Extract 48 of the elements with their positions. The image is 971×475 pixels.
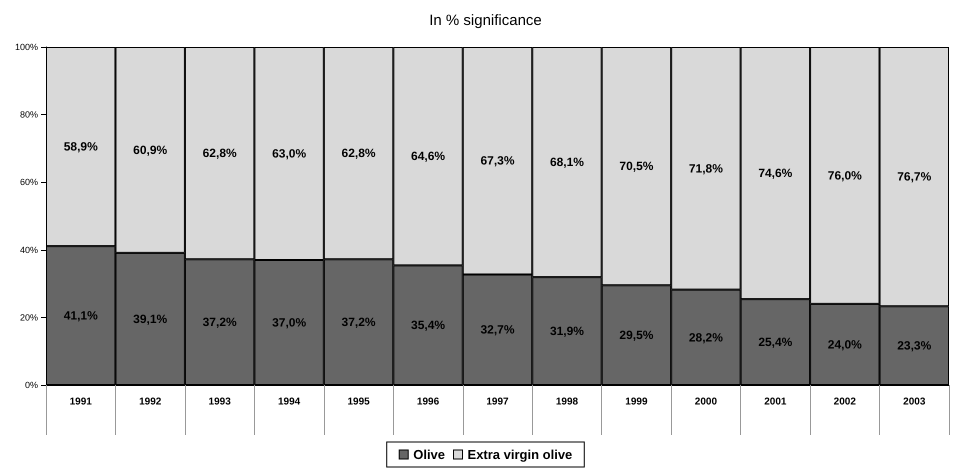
data-label: 74,6% — [758, 166, 793, 180]
chart-title: In % significance — [429, 12, 542, 29]
data-label: 67,3% — [480, 154, 515, 168]
y-tick-label: 0% — [24, 380, 38, 390]
y-tick-label: 60% — [20, 177, 38, 188]
x-tick-label: 2001 — [764, 396, 787, 408]
data-label: 76,7% — [897, 170, 932, 184]
data-label: 28,2% — [688, 330, 724, 344]
data-label: 62,8% — [342, 146, 376, 160]
x-tick-label: 1992 — [139, 396, 162, 408]
data-label: 24,0% — [828, 337, 862, 352]
data-label: 60,9% — [133, 142, 168, 157]
data-label: 64,6% — [411, 149, 446, 164]
y-tick-label: 100% — [14, 42, 38, 52]
data-label: 37,2% — [342, 315, 376, 330]
data-label: 25,4% — [758, 335, 793, 350]
legend-label: Olive — [413, 447, 446, 462]
x-tick-label: 2002 — [834, 396, 856, 408]
x-tick-label: 1999 — [625, 396, 648, 408]
data-label: 70,5% — [619, 159, 654, 174]
data-label: 63,0% — [272, 146, 306, 160]
y-tick-label: 40% — [20, 244, 38, 255]
x-tick-label: 1994 — [278, 396, 301, 408]
x-tick-label: 1997 — [486, 396, 510, 408]
x-tick-label: 1998 — [556, 396, 579, 408]
x-tick-label: 1993 — [208, 396, 232, 408]
data-label: 62,8% — [202, 146, 237, 160]
data-label: 58,9% — [64, 140, 98, 154]
y-tick-label: 20% — [20, 312, 38, 322]
data-label: 37,2% — [202, 315, 237, 330]
x-tick-label: 1991 — [70, 396, 92, 408]
legend-label: Extra virgin olive — [468, 447, 572, 462]
data-label: 41,1% — [64, 308, 98, 323]
x-tick-label: 1995 — [347, 396, 370, 408]
data-label: 68,1% — [550, 155, 584, 170]
y-tick-label: 80% — [20, 110, 38, 120]
data-label: 37,0% — [272, 315, 306, 330]
x-tick-label: 2003 — [903, 396, 926, 408]
data-label: 35,4% — [411, 318, 446, 332]
data-label: 39,1% — [133, 312, 168, 326]
data-label: 71,8% — [688, 161, 724, 176]
data-label: 76,0% — [828, 168, 862, 182]
data-label: 31,9% — [550, 324, 584, 338]
x-tick-label: 1996 — [416, 396, 440, 408]
data-label: 23,3% — [897, 338, 932, 353]
data-label: 32,7% — [480, 322, 515, 337]
x-tick-label: 2000 — [694, 396, 718, 408]
data-label: 29,5% — [619, 328, 654, 342]
